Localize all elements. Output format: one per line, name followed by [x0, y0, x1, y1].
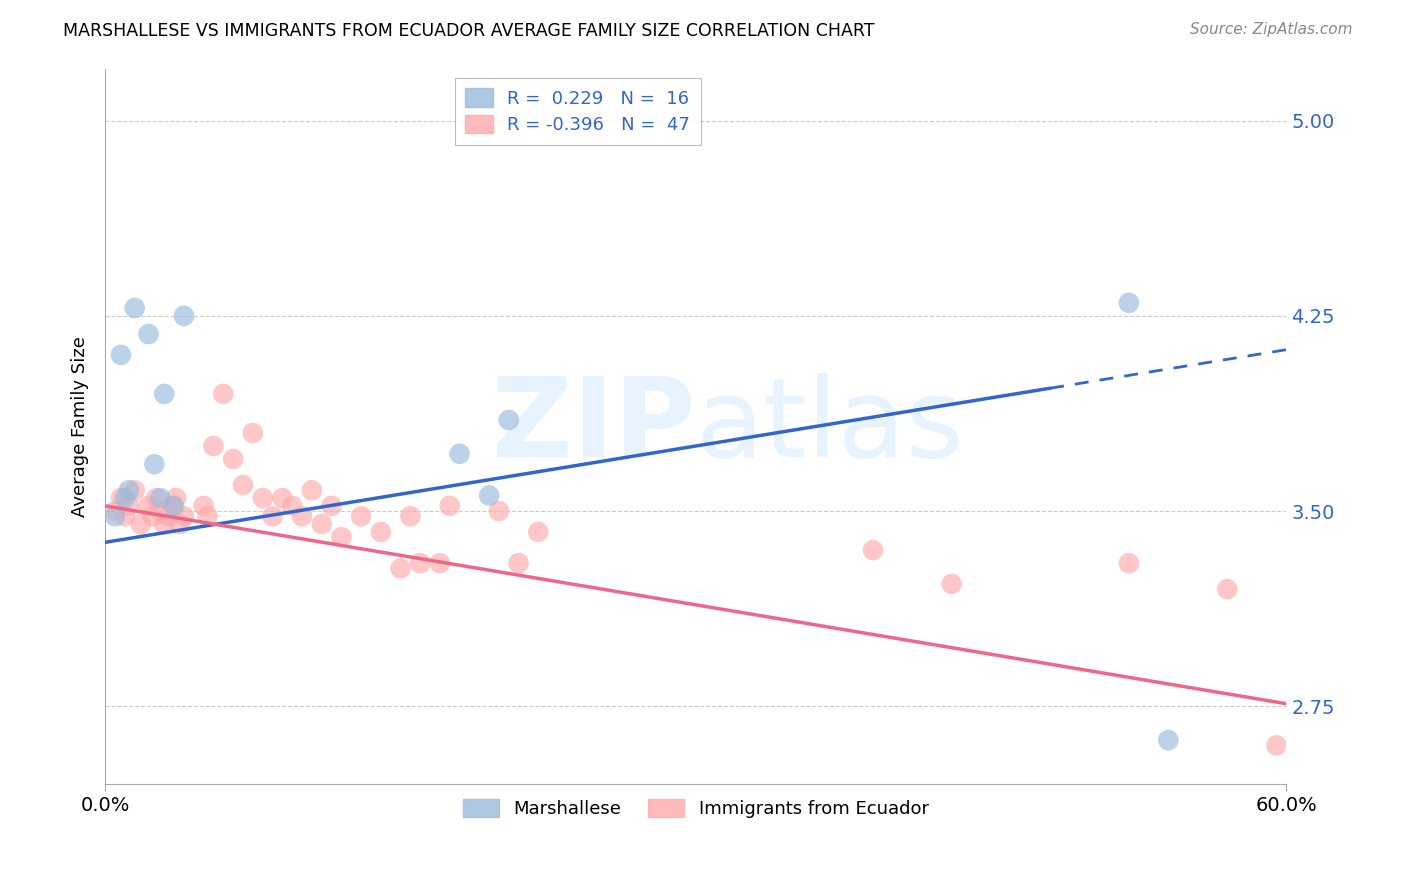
Point [165, 491, 187, 505]
Point [149, 504, 172, 518]
Point [145, 491, 167, 505]
Point [281, 499, 304, 513]
Point [1265, 739, 1288, 753]
Point [138, 499, 160, 513]
Point [232, 478, 254, 492]
Point [271, 491, 294, 505]
Point [149, 491, 172, 505]
Point [291, 509, 314, 524]
Point [321, 499, 343, 513]
Point [222, 452, 245, 467]
Point [1118, 556, 1140, 570]
Point [399, 509, 422, 524]
Point [508, 556, 530, 570]
Point [141, 509, 163, 524]
Point [110, 491, 132, 505]
Point [449, 447, 471, 461]
Point [114, 491, 136, 505]
Point [527, 524, 550, 539]
Point [118, 483, 141, 498]
Point [157, 509, 180, 524]
Point [330, 530, 353, 544]
Point [110, 348, 132, 362]
Point [429, 556, 451, 570]
Point [941, 577, 963, 591]
Point [350, 509, 373, 524]
Y-axis label: Average Family Size: Average Family Size [72, 336, 89, 516]
Point [193, 499, 215, 513]
Point [173, 509, 195, 524]
Point [124, 483, 146, 498]
Point [160, 499, 183, 513]
Text: Source: ZipAtlas.com: Source: ZipAtlas.com [1189, 22, 1353, 37]
Point [1216, 582, 1239, 597]
Point [138, 327, 160, 342]
Point [169, 517, 191, 532]
Point [262, 509, 284, 524]
Text: ZIP: ZIP [492, 373, 696, 480]
Point [311, 517, 333, 532]
Point [104, 509, 127, 524]
Text: MARSHALLESE VS IMMIGRANTS FROM ECUADOR AVERAGE FAMILY SIZE CORRELATION CHART: MARSHALLESE VS IMMIGRANTS FROM ECUADOR A… [63, 22, 875, 40]
Point [488, 504, 510, 518]
Point [202, 439, 225, 453]
Point [197, 509, 219, 524]
Point [242, 425, 264, 440]
Point [118, 499, 141, 513]
Point [862, 543, 884, 558]
Point [153, 517, 176, 532]
Point [478, 488, 501, 502]
Point [1118, 295, 1140, 310]
Point [212, 387, 235, 401]
Point [124, 301, 146, 315]
Point [439, 499, 461, 513]
Text: atlas: atlas [696, 373, 965, 480]
Point [498, 413, 520, 427]
Point [252, 491, 274, 505]
Point [143, 457, 166, 471]
Point [389, 561, 412, 575]
Point [173, 309, 195, 323]
Legend: Marshallese, Immigrants from Ecuador: Marshallese, Immigrants from Ecuador [456, 792, 936, 825]
Point [163, 499, 186, 513]
Point [409, 556, 432, 570]
Point [1157, 733, 1180, 747]
Point [370, 524, 392, 539]
Point [301, 483, 323, 498]
Point [114, 509, 136, 524]
Point [153, 387, 176, 401]
Point [129, 517, 152, 532]
Point [104, 504, 127, 518]
